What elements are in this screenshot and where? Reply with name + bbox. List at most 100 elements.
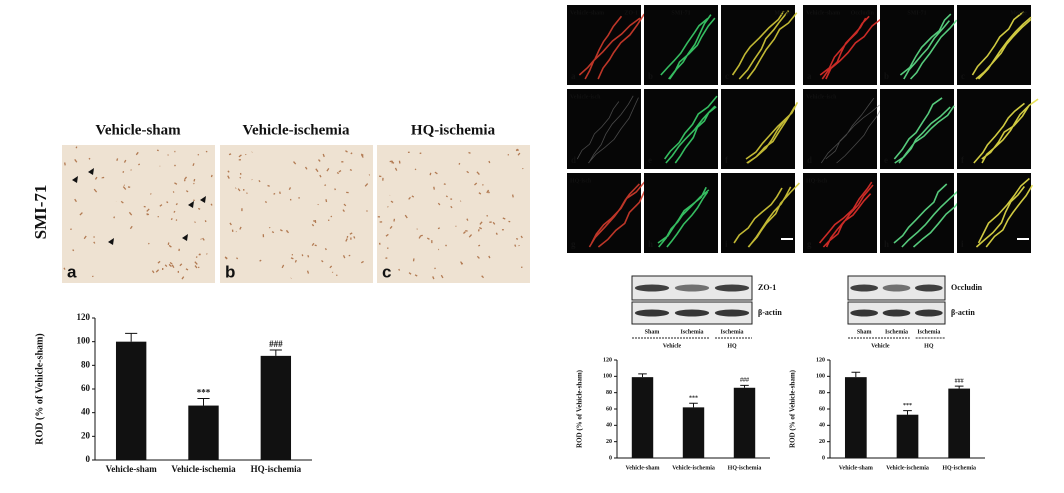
vessel-speck <box>181 276 185 280</box>
stain-label: SMI-71 <box>31 185 50 240</box>
vessel-speck <box>342 209 345 212</box>
grid-header: Merge <box>774 10 791 16</box>
blot-band <box>914 284 943 292</box>
vessel-speck <box>414 168 417 171</box>
bar <box>260 355 292 460</box>
vessel-speck <box>411 195 415 198</box>
panel-letter: d <box>807 155 812 165</box>
panel-letter: c <box>961 71 965 81</box>
vessel-speck <box>116 158 119 161</box>
vessel-speck <box>151 270 155 274</box>
panel-letter: f <box>725 155 729 165</box>
arrowhead <box>108 238 114 245</box>
group-label: Vehicle <box>663 343 682 349</box>
error-bar <box>638 373 647 378</box>
vessel-speck <box>258 180 261 183</box>
vessel-signal <box>664 95 718 164</box>
panel-letter: f <box>961 155 965 165</box>
panel-letter: c <box>382 262 391 281</box>
vessel-speck <box>364 183 369 187</box>
vessel-speck <box>199 253 201 256</box>
vessel-speck <box>238 154 242 158</box>
vessel-speck <box>239 176 242 179</box>
vessel-speck <box>227 175 230 179</box>
vessel-speck <box>478 192 482 195</box>
vessel-speck <box>166 201 169 204</box>
fluorescence-image <box>880 173 954 253</box>
vessel-speck <box>74 198 77 203</box>
vessel-speck <box>175 219 178 221</box>
vessel-speck <box>311 223 315 227</box>
panel-letter: e <box>648 155 652 165</box>
vessel-signal <box>893 97 955 164</box>
image-title: Vehicle-sham <box>95 122 181 138</box>
vessel-speck <box>267 184 270 187</box>
vessel-speck <box>168 263 172 268</box>
vessel-speck <box>72 249 75 252</box>
vessel-speck <box>476 255 480 259</box>
vessel-speck <box>74 158 78 163</box>
y-axis-label: ROD (% of Vehicle-sham) <box>34 333 45 444</box>
panel-letter: i <box>961 239 964 249</box>
vessel-speck <box>197 266 200 269</box>
fluorescence-image <box>567 5 641 85</box>
vessel-speck <box>157 260 161 264</box>
vessel-signal <box>818 181 874 248</box>
vessel-speck <box>350 152 353 155</box>
grid-header: Vehicle-sham <box>570 10 604 16</box>
vessel-speck <box>450 205 453 209</box>
bar <box>896 414 919 458</box>
vessel-speck <box>429 172 432 176</box>
vessel-speck <box>389 225 393 229</box>
vessel-speck <box>229 222 232 226</box>
vessel-speck <box>336 171 340 175</box>
vessel-speck <box>147 242 150 245</box>
vessel-speck <box>460 261 464 265</box>
vessel-speck <box>394 167 398 171</box>
vessel-speck <box>306 270 310 274</box>
vessel-speck <box>443 183 446 186</box>
vessel-speck <box>398 268 401 271</box>
image-title: Vehicle-ischemia <box>243 122 350 138</box>
vessel-speck <box>479 221 483 225</box>
lane-label: Sham <box>857 329 872 335</box>
vessel-speck <box>315 168 319 173</box>
lane-label: Ischemia <box>681 329 704 335</box>
significance: *** <box>197 388 211 398</box>
error-bar <box>689 402 698 408</box>
vessel-speck <box>335 274 338 277</box>
panel-letter: g <box>807 239 812 249</box>
lane-label: Ischemia <box>885 329 908 335</box>
bar <box>948 388 971 458</box>
vessel-speck <box>164 264 168 267</box>
vessel-speck <box>481 275 485 279</box>
vessel-speck <box>293 161 297 165</box>
vessel-speck <box>228 153 232 156</box>
blot-band <box>850 309 879 317</box>
vessel-speck <box>279 191 281 194</box>
vessel-speck <box>183 179 186 182</box>
vessel-speck <box>408 196 411 200</box>
panel-letter: b <box>648 71 653 81</box>
bar <box>631 377 654 458</box>
blot-band <box>714 284 750 292</box>
vessel-speck <box>324 184 327 187</box>
vessel-speck <box>93 188 98 193</box>
vessel-speck <box>146 208 150 212</box>
histology-image <box>377 145 530 283</box>
vessel-speck <box>123 159 127 163</box>
vessel-speck <box>329 265 333 269</box>
panel-letter: b <box>884 71 889 81</box>
vessel-speck <box>194 265 198 269</box>
vessel-speck <box>390 200 394 203</box>
bar <box>844 377 867 458</box>
blot-band <box>634 309 670 317</box>
vessel-speck <box>294 259 297 263</box>
vessel-speck <box>197 207 201 210</box>
grid-header: SMI-71 <box>671 10 690 16</box>
vessel-speck <box>279 229 283 232</box>
vessel-signal <box>578 13 645 80</box>
vessel-speck <box>334 188 336 191</box>
